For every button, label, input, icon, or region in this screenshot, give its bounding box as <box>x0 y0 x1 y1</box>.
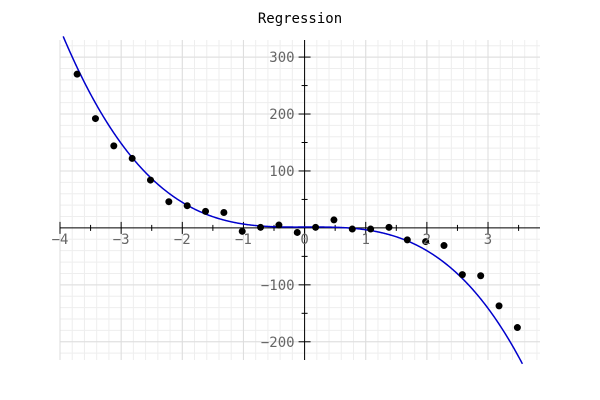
tick-labels: −4 −3 −2 −1 0 1 2 3 −200 −100 100 200 300 <box>52 50 493 351</box>
data-point <box>275 221 283 229</box>
data-point <box>73 70 81 78</box>
data-point <box>128 154 136 162</box>
grid <box>59 40 540 360</box>
y-tick-label: 100 <box>269 164 294 180</box>
data-point <box>385 223 393 231</box>
y-tick-label: 300 <box>269 50 294 66</box>
data-point <box>183 202 191 210</box>
data-point <box>495 302 503 310</box>
data-point <box>312 223 320 231</box>
data-point <box>477 272 485 280</box>
data-point <box>440 242 448 250</box>
x-tick-label: 1 <box>362 232 370 248</box>
data-point <box>293 228 301 236</box>
regression-curve <box>62 36 524 365</box>
x-tick-label: −1 <box>235 232 252 248</box>
data-point <box>257 223 265 231</box>
data-point <box>238 227 246 235</box>
data-point <box>348 225 356 233</box>
data-point <box>513 324 521 332</box>
data-point <box>403 236 411 244</box>
data-point <box>202 207 210 215</box>
data-point <box>146 176 154 184</box>
x-tick-label: −2 <box>174 232 191 248</box>
x-tick-label: 3 <box>484 232 492 248</box>
data-point <box>165 198 173 206</box>
data-point <box>91 115 99 123</box>
x-tick-label: 0 <box>300 232 308 248</box>
chart-title: Regression <box>258 11 342 27</box>
y-tick-label: −100 <box>261 278 295 294</box>
data-point <box>110 142 118 150</box>
x-tick-label: −3 <box>113 232 130 248</box>
x-tick-label: −4 <box>52 232 69 248</box>
y-tick-label: −200 <box>261 335 295 351</box>
data-point <box>458 271 466 279</box>
data-point <box>422 238 430 246</box>
axes <box>59 40 540 360</box>
data-point <box>220 209 228 217</box>
data-point <box>367 225 375 233</box>
y-tick-label: 200 <box>269 107 294 123</box>
x-tick-label: 2 <box>423 232 431 248</box>
data-points <box>73 70 521 332</box>
data-point <box>330 216 338 224</box>
fit-curve <box>62 36 524 365</box>
